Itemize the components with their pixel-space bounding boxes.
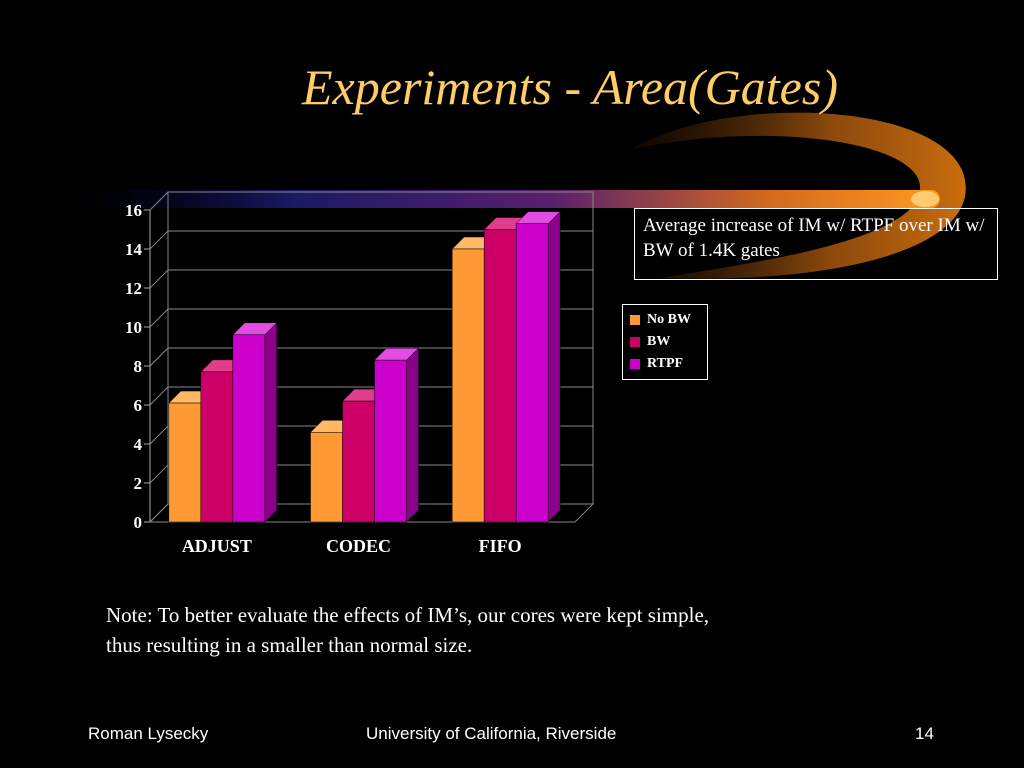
- legend-label-rtpf: RTPF: [647, 356, 684, 371]
- gridline-diagonal: [149, 503, 169, 523]
- y-tick-label: 0: [134, 513, 143, 532]
- y-tick-label: 10: [125, 318, 142, 337]
- y-tick-label: 8: [134, 357, 143, 376]
- y-tick-label: 14: [125, 240, 143, 259]
- y-tick-label: 6: [134, 396, 143, 415]
- chart-legend: No BW BW RTPF: [622, 304, 708, 380]
- footer-institution: University of California, Riverside: [366, 724, 617, 743]
- gridline-diagonal: [149, 269, 169, 289]
- swoosh-decoration: [630, 112, 966, 279]
- gridline-diagonal: [149, 347, 169, 367]
- gridline-diagonal: [149, 464, 169, 484]
- gridline-diagonal: [149, 230, 169, 250]
- legend-item-bw: BW: [629, 332, 670, 352]
- gridline-diagonal: [149, 191, 169, 211]
- legend-swatch-rtpf: [629, 358, 641, 370]
- y-tick-label: 12: [125, 279, 142, 298]
- bar-side-fifo-rtpf: [547, 211, 561, 523]
- legend-item-no-bw: No BW: [629, 310, 691, 330]
- gridline-diagonal: [149, 425, 169, 445]
- bar-codec-rtpf: [374, 359, 407, 523]
- gridline-diagonal: [149, 308, 169, 328]
- bar-fifo-bw: [483, 229, 517, 523]
- footer-page-number: 14: [915, 724, 934, 743]
- y-tick-label: 2: [134, 474, 143, 493]
- bar-adjust-rtpf: [232, 334, 266, 523]
- bar-side-codec-rtpf: [406, 347, 419, 523]
- x-category-label: FIFO: [479, 536, 522, 556]
- callout-box: Average increase of IM w/ RTPF over IM w…: [634, 208, 998, 280]
- bar-codec-no-bw: [310, 432, 343, 523]
- bar-codec-bw: [342, 400, 375, 523]
- legend-swatch-no-bw: [629, 314, 641, 326]
- legend-swatch-bw: [629, 336, 641, 348]
- beam-decoration: [80, 190, 940, 208]
- legend-label-no-bw: No BW: [647, 312, 691, 327]
- bar-fifo-no-bw: [451, 248, 485, 523]
- legend-item-rtpf: RTPF: [629, 354, 683, 374]
- slide-title: Experiments - Area(Gates): [302, 59, 838, 115]
- bar-fifo-rtpf: [515, 223, 549, 523]
- footer-author: Roman Lysecky: [88, 724, 209, 743]
- y-tick-label: 4: [134, 435, 143, 454]
- bar-side-adjust-rtpf: [264, 322, 278, 523]
- y-tick-label: 16: [125, 201, 142, 220]
- x-category-label: ADJUST: [182, 536, 252, 556]
- gridline-diagonal: [149, 386, 169, 406]
- x-category-label: CODEC: [326, 536, 391, 556]
- footnote-text: Note: To better evaluate the effects of …: [106, 603, 710, 657]
- bar-adjust-bw: [200, 371, 234, 523]
- legend-label-bw: BW: [647, 334, 671, 349]
- bar-adjust-no-bw: [168, 402, 202, 523]
